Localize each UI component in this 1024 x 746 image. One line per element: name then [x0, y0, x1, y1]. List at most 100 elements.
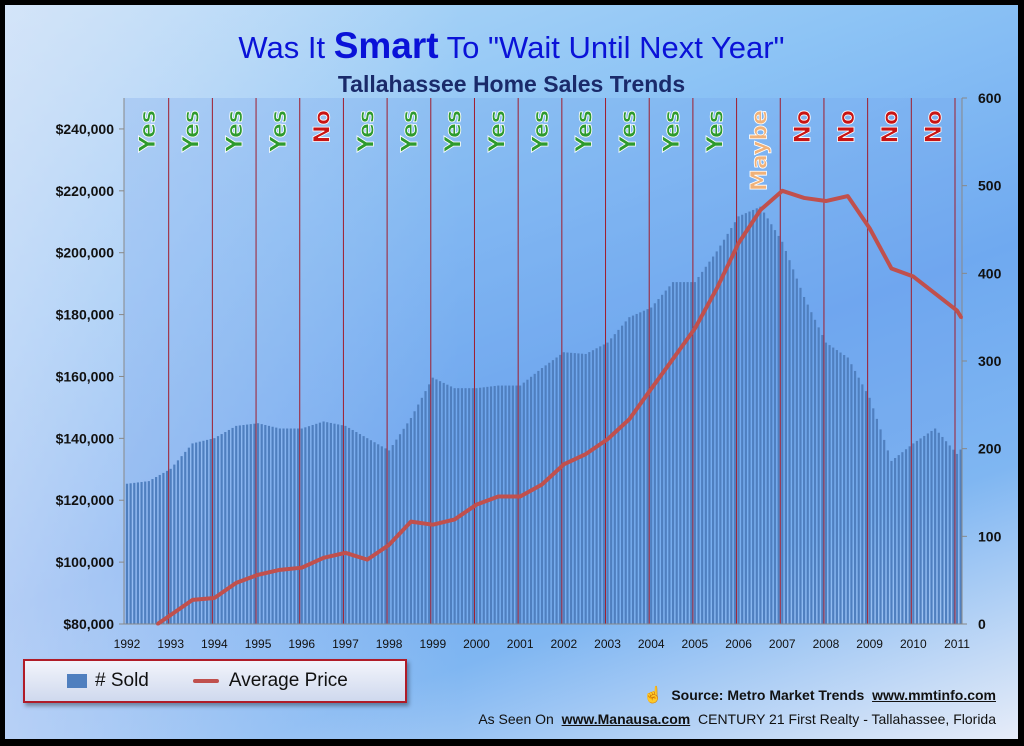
sold-bar — [329, 422, 332, 624]
sold-bar — [679, 282, 682, 624]
sold-bar — [297, 428, 300, 624]
verdict-label: Yes — [136, 110, 161, 153]
sold-bar — [377, 444, 380, 624]
price-point — [584, 452, 588, 456]
manausa-link[interactable]: www.Manausa.com — [561, 711, 691, 727]
sold-bar — [537, 370, 540, 624]
sold-bar — [515, 385, 518, 624]
sold-bar — [246, 424, 249, 624]
sold-bar — [675, 282, 678, 624]
x-tick-label: 2001 — [507, 637, 534, 651]
sold-bar — [249, 424, 252, 624]
sold-bar — [744, 213, 747, 624]
verdict-label: No — [791, 110, 816, 144]
sold-bar — [941, 436, 944, 624]
right-tick-label: 600 — [978, 90, 1002, 106]
price-point — [562, 462, 566, 466]
price-point — [191, 598, 195, 602]
sold-bar — [584, 353, 587, 624]
sold-bar — [391, 445, 394, 624]
sold-bar — [635, 313, 638, 624]
left-tick-label: $180,000 — [56, 307, 115, 323]
sold-bar — [748, 211, 751, 625]
sold-bar — [540, 368, 544, 624]
title-part: To "Wait Until Next Year" — [438, 30, 785, 65]
x-tick-label: 2003 — [594, 637, 621, 651]
sold-bar — [446, 384, 449, 624]
sold-bar — [398, 434, 402, 624]
sold-bar — [417, 404, 420, 624]
sold-bar — [271, 426, 274, 624]
title-emphasis: Smart — [333, 25, 439, 66]
right-tick-label: 500 — [978, 178, 1002, 194]
sold-bar — [162, 472, 165, 624]
verdict-label: Yes — [573, 110, 598, 153]
sold-bar — [351, 429, 354, 624]
sold-bar — [923, 435, 926, 624]
left-tick-label: $240,000 — [56, 121, 115, 137]
sold-bar — [792, 269, 795, 624]
sold-bar — [413, 411, 416, 624]
x-tick-label: 2007 — [769, 637, 796, 651]
sold-bar — [806, 304, 809, 624]
sold-bar — [762, 212, 766, 624]
price-point — [256, 573, 260, 577]
sold-bar — [482, 387, 485, 624]
sold-bar — [843, 355, 846, 624]
sold-bar — [486, 386, 489, 624]
verdict-label: Yes — [442, 110, 467, 153]
sold-bar — [504, 385, 507, 624]
sold-bar — [358, 434, 362, 624]
sold-bar — [686, 282, 689, 624]
sold-bar — [810, 312, 813, 624]
sold-bar — [253, 423, 256, 624]
price-point — [387, 543, 391, 547]
price-point — [758, 208, 762, 212]
left-tick-label: $220,000 — [56, 183, 115, 199]
sold-bar — [693, 282, 696, 624]
sold-bar — [216, 436, 220, 624]
sold-bar — [267, 425, 271, 624]
sold-bar — [304, 427, 307, 624]
verdict-label: Yes — [660, 110, 685, 153]
sold-bar — [282, 428, 285, 624]
sold-bar — [559, 354, 562, 624]
price-point — [824, 199, 828, 203]
sold-bar — [526, 379, 529, 624]
sold-bar — [205, 439, 209, 624]
sold-bar — [337, 424, 340, 624]
sold-bar — [227, 429, 231, 624]
x-tick-label: 2010 — [900, 637, 927, 651]
sold-bar — [577, 353, 580, 624]
sold-bar — [420, 397, 423, 624]
sold-bar — [617, 329, 620, 624]
sold-bar — [937, 432, 940, 624]
price-point — [627, 417, 631, 421]
sold-bar — [646, 309, 649, 624]
sold-bar — [362, 436, 365, 624]
source-line: ☝ Source: Metro Market Trends www.mmtinfo… — [643, 685, 996, 705]
sold-bar — [897, 455, 900, 624]
x-tick-label: 1997 — [332, 637, 359, 651]
sold-bar — [264, 424, 267, 624]
verdict-label: Yes — [616, 110, 641, 153]
right-tick-label: 200 — [978, 441, 1002, 457]
company-label: CENTURY 21 First Realty - Tallahassee, F… — [698, 711, 996, 727]
price-line-icon — [192, 679, 219, 683]
sold-bar — [326, 422, 329, 624]
title-part: Was It — [238, 30, 334, 65]
left-tick-label: $120,000 — [56, 492, 115, 508]
sold-bar — [198, 441, 201, 624]
price-point — [343, 551, 347, 555]
sold-bar — [846, 357, 849, 624]
sold-bar — [839, 352, 842, 624]
price-point — [365, 558, 369, 562]
sold-bar — [853, 370, 857, 624]
sold-bar — [289, 428, 292, 624]
price-point — [780, 189, 784, 193]
sold-bar — [639, 312, 642, 624]
sold-bar — [835, 350, 838, 624]
sold-bar — [508, 385, 511, 624]
sold-bar — [129, 483, 132, 624]
mmtinfo-link[interactable]: www.mmtinfo.com — [872, 687, 996, 703]
